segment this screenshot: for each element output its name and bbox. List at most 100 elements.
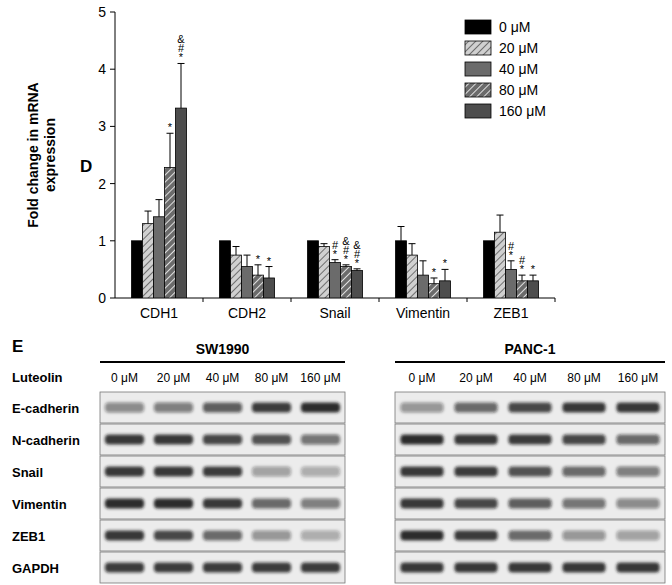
bar: [132, 241, 143, 298]
error-bar: [321, 244, 328, 247]
band: [616, 563, 659, 573]
x-tick-label: Vimentin: [396, 305, 450, 321]
blot-strip: [395, 520, 665, 551]
blot-strip: [395, 456, 665, 487]
protein-label: N-cadherin: [12, 433, 80, 448]
band: [616, 467, 659, 477]
bar: [330, 263, 341, 298]
bar: [396, 241, 407, 298]
bar: [440, 281, 451, 298]
annotations: *#*#***#&**#*#&**#&**: [168, 33, 536, 278]
band: [252, 563, 291, 573]
blot-strip: [100, 552, 345, 583]
error-bar: [266, 267, 273, 278]
x-tick: [379, 298, 380, 302]
y-label-line: expression: [42, 118, 58, 192]
bar: [352, 271, 363, 298]
y-axis: [115, 12, 116, 298]
significance-mark: &: [342, 235, 350, 247]
bar: [407, 255, 418, 298]
lane-label: 160 μM: [300, 371, 340, 385]
y-tick-label: 0: [98, 290, 106, 306]
significance-mark: #: [332, 239, 339, 251]
x-tick-label: CDH1: [140, 305, 178, 321]
error-bar: [519, 275, 526, 281]
error-stem: [533, 275, 534, 281]
band: [203, 403, 242, 413]
band: [508, 467, 551, 477]
band: [105, 499, 144, 509]
blot-strip: [100, 488, 345, 519]
band: [508, 435, 551, 445]
error-bar: [244, 255, 251, 266]
bar: [231, 255, 242, 298]
error-stem: [247, 255, 248, 266]
error-cap: [156, 199, 163, 200]
error-stem: [423, 261, 424, 275]
y-tick: [110, 126, 115, 127]
error-stem: [236, 247, 237, 256]
lane-label: 20 μM: [157, 371, 191, 385]
error-bar: [431, 278, 438, 284]
error-bar: [442, 269, 449, 280]
significance-mark: *: [531, 263, 536, 275]
cell-line-rule: [100, 361, 345, 363]
panel-label: D: [80, 157, 92, 176]
bar: [176, 108, 187, 298]
legend-swatch: [465, 41, 491, 55]
blot-strip: [100, 456, 345, 487]
significance-mark: *: [432, 266, 437, 278]
plot-area: [132, 63, 539, 298]
bar: [319, 247, 330, 298]
band: [203, 435, 242, 445]
band: [252, 531, 291, 541]
significance-mark: *: [168, 121, 173, 133]
error-stem: [401, 227, 402, 241]
band: [400, 531, 443, 541]
band: [154, 467, 193, 477]
band: [252, 467, 291, 477]
band: [301, 499, 340, 509]
band: [454, 467, 497, 477]
x-tick-label: ZEB1: [493, 305, 528, 321]
significance-mark: *: [443, 257, 448, 269]
lane-label: 0 μM: [111, 371, 138, 385]
error-bar: [409, 244, 416, 255]
error-cap: [233, 246, 240, 247]
y-tick: [110, 69, 115, 70]
error-cap: [244, 255, 251, 256]
y-tick-label: 2: [98, 176, 106, 192]
lane-label: 160 μM: [618, 371, 658, 385]
significance-mark: &: [177, 33, 185, 45]
bar: [528, 281, 539, 298]
significance-mark: #: [519, 254, 526, 266]
band: [105, 403, 144, 413]
bar: [341, 267, 352, 298]
y-axis-label: Fold change in mRNAexpression: [25, 82, 58, 227]
legend-label: 160 μM: [499, 103, 546, 119]
error-cap: [497, 215, 504, 216]
y-tick: [110, 12, 115, 13]
error-bar: [156, 200, 163, 217]
blot-strip: [100, 520, 345, 551]
legend-label: 80 μM: [499, 82, 538, 98]
band: [508, 403, 551, 413]
band: [454, 435, 497, 445]
panel-label: E: [12, 337, 23, 356]
band: [562, 435, 605, 445]
error-cap: [420, 260, 427, 261]
y-tick: [110, 183, 115, 184]
bar: [165, 168, 176, 298]
band: [105, 467, 144, 477]
band: [105, 531, 144, 541]
error-cap: [321, 243, 328, 244]
figure: DFold change in mRNAexpression012345CDH1…: [0, 0, 672, 585]
lane-label: 40 μM: [206, 371, 240, 385]
error-stem: [269, 267, 270, 278]
protein-label: Vimentin: [12, 497, 67, 512]
band: [105, 563, 144, 573]
bar: [484, 241, 495, 298]
band: [252, 435, 291, 445]
band: [616, 435, 659, 445]
band: [400, 403, 443, 413]
